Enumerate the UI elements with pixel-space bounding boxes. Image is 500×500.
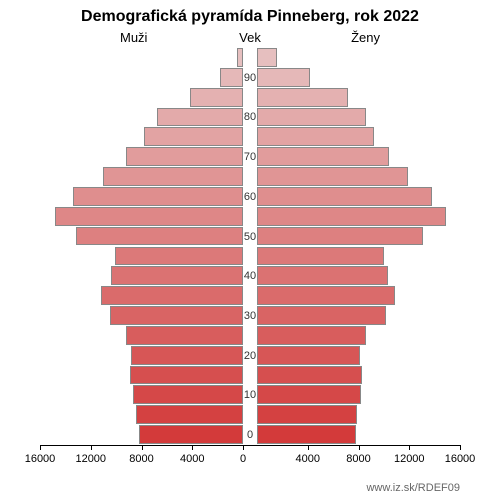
female-bar	[257, 88, 348, 107]
bar-row	[40, 405, 460, 424]
x-tick-label: 0	[240, 453, 246, 465]
x-tick	[409, 445, 410, 450]
female-bar	[257, 306, 386, 325]
female-bar	[257, 48, 277, 67]
female-bar	[257, 286, 395, 305]
female-bar	[257, 266, 388, 285]
age-tick-label: 60	[240, 191, 260, 203]
female-bar	[257, 187, 432, 206]
age-tick-label: 90	[240, 72, 260, 84]
x-tick	[142, 445, 143, 450]
male-bar	[131, 346, 243, 365]
male-label: Muži	[120, 30, 147, 45]
x-tick	[460, 445, 461, 450]
female-bar	[257, 167, 408, 186]
male-bar	[76, 227, 243, 246]
bars-container: 0 10 20 30 40 50 60 70 80 90	[40, 48, 460, 445]
male-bar	[103, 167, 243, 186]
male-bar	[157, 108, 243, 127]
female-bar	[257, 68, 310, 87]
female-bar	[257, 385, 361, 404]
bar-row	[40, 88, 460, 107]
age-tick-label: 0	[240, 429, 260, 441]
male-bar	[190, 88, 243, 107]
bar-row	[40, 286, 460, 305]
age-tick-label: 80	[240, 111, 260, 123]
x-tick-label: 16000	[445, 453, 476, 465]
x-tick	[359, 445, 360, 450]
age-tick-label: 30	[240, 310, 260, 322]
male-bar	[55, 207, 243, 226]
male-bar	[133, 385, 243, 404]
x-tick-label: 8000	[129, 453, 153, 465]
age-tick-label: 20	[240, 350, 260, 362]
x-axis: 1600012000800040000400080001200016000	[40, 445, 460, 470]
bar-row	[40, 366, 460, 385]
female-label: Ženy	[351, 30, 380, 45]
x-tick-label: 12000	[75, 453, 106, 465]
age-tick-label: 70	[240, 151, 260, 163]
male-bar	[115, 247, 243, 266]
female-bar	[257, 326, 366, 345]
plot-area: 0 10 20 30 40 50 60 70 80 90	[40, 48, 460, 445]
x-tick	[91, 445, 92, 450]
pyramid-chart: Demografická pyramída Pinneberg, rok 202…	[0, 0, 500, 500]
female-bar	[257, 425, 356, 444]
bar-row	[40, 127, 460, 146]
female-bar	[257, 346, 360, 365]
bar-row	[40, 326, 460, 345]
female-bar	[257, 405, 357, 424]
age-tick-label: 50	[240, 231, 260, 243]
chart-title: Demografická pyramída Pinneberg, rok 202…	[0, 8, 500, 26]
male-bar	[126, 147, 243, 166]
x-tick	[308, 445, 309, 450]
x-tick-label: 12000	[394, 453, 425, 465]
bar-row	[40, 247, 460, 266]
age-axis-label: Vek	[239, 30, 261, 45]
male-bar	[73, 187, 243, 206]
x-tick	[40, 445, 41, 450]
female-bar	[257, 227, 423, 246]
age-tick-label: 40	[240, 270, 260, 282]
bar-row	[40, 167, 460, 186]
x-tick-label: 8000	[346, 453, 370, 465]
male-bar	[237, 48, 243, 67]
male-bar	[139, 425, 243, 444]
axis-line	[40, 445, 460, 446]
x-tick	[243, 445, 244, 450]
female-bar	[257, 147, 389, 166]
female-bar	[257, 127, 374, 146]
male-bar	[136, 405, 243, 424]
female-bar	[257, 108, 366, 127]
female-bar	[257, 366, 362, 385]
bar-row	[40, 48, 460, 67]
x-tick	[192, 445, 193, 450]
male-bar	[110, 306, 243, 325]
age-tick-label: 10	[240, 389, 260, 401]
watermark-text: www.iz.sk/RDEF09	[366, 482, 460, 494]
male-bar	[111, 266, 243, 285]
bar-row	[40, 207, 460, 226]
female-bar	[257, 207, 446, 226]
x-tick-label: 4000	[296, 453, 320, 465]
x-tick-label: 16000	[25, 453, 56, 465]
male-bar	[101, 286, 243, 305]
male-bar	[130, 366, 243, 385]
male-bar	[126, 326, 243, 345]
female-bar	[257, 247, 384, 266]
male-bar	[144, 127, 243, 146]
x-tick-label: 4000	[180, 453, 204, 465]
